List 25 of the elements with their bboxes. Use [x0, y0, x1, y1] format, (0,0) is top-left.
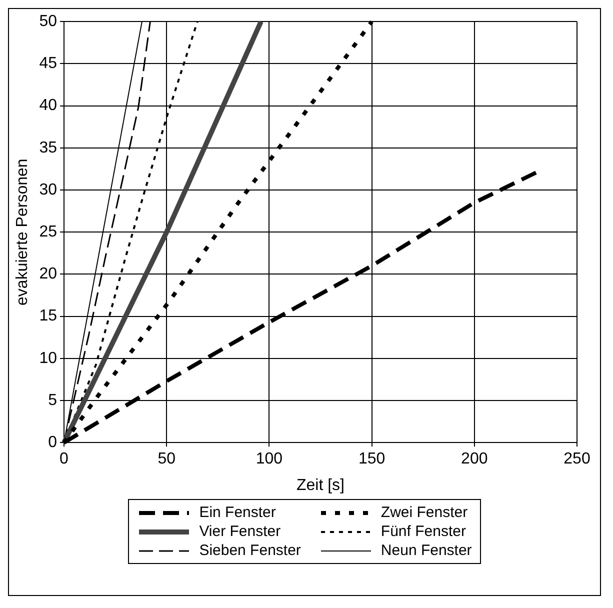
y-tick-label: 25 [39, 224, 58, 241]
legend-label: Ein Fenster [199, 504, 276, 521]
x-tick-label: 0 [60, 450, 69, 468]
x-tick-label: 150 [358, 450, 386, 468]
y-tick-label: 30 [39, 181, 58, 198]
legend-label: Fünf Fenster [380, 523, 466, 540]
y-tick-label: 5 [48, 392, 58, 409]
x-tick-label: 250 [564, 450, 590, 468]
y-tick-label: 0 [48, 434, 58, 452]
legend-label: Neun Fenster [380, 542, 472, 559]
y-tick-label: 20 [39, 266, 58, 283]
y-tick-label: 35 [39, 139, 58, 156]
x-tick-label: 200 [461, 450, 488, 468]
legend-label: Vier Fenster [199, 523, 281, 540]
x-tick-label: 50 [158, 450, 176, 468]
legend-label: Sieben Fenster [199, 542, 301, 559]
x-axis-title: Zeit [s] [296, 476, 345, 494]
legend-label: Zwei Fenster [380, 504, 468, 521]
y-tick-label: 15 [39, 308, 58, 325]
x-tick-label: 100 [256, 450, 283, 468]
y-tick-label: 40 [39, 97, 58, 114]
y-tick-label: 10 [39, 350, 58, 367]
y-tick-label: 45 [39, 55, 58, 72]
y-axis-title: evakuierte Personen [14, 158, 32, 306]
y-tick-label: 50 [39, 13, 58, 30]
